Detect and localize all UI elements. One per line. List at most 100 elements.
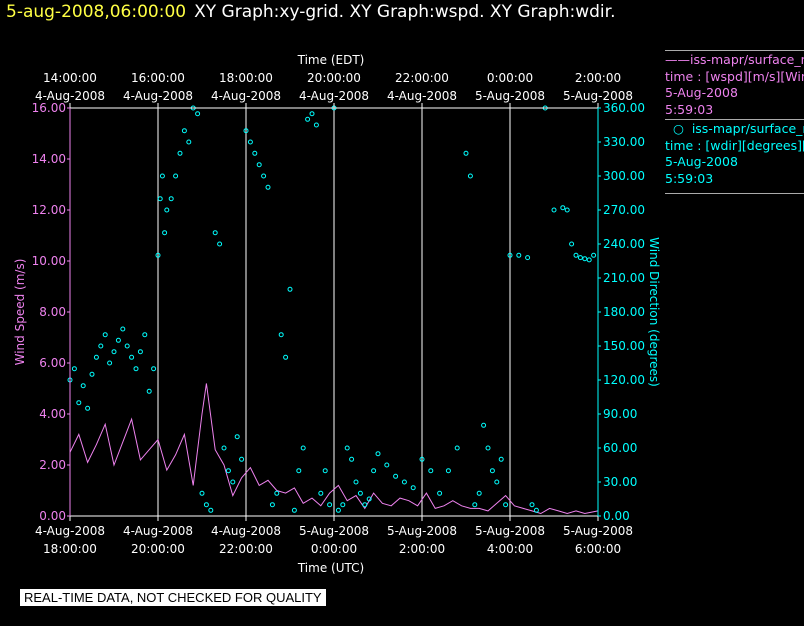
wdir-point — [274, 490, 280, 496]
wdir-point — [173, 173, 179, 179]
legend-wspd: ——iss-mapr/surface_m time : [wspd][m/s][… — [665, 50, 804, 118]
bottom-tick-date: 4-Aug-2008 — [35, 524, 105, 538]
left-axis-ticks: 0.00 2.00 4.00 6.00 8.00 10.00 12.00 14.00 16.00 — [32, 101, 70, 523]
wdir-point — [353, 479, 359, 485]
top-axis-label: Time (EDT) — [297, 53, 365, 67]
wdir-point — [463, 150, 469, 156]
wdir-point — [340, 502, 346, 508]
wdir-point — [322, 468, 328, 474]
wdir-point — [115, 337, 121, 343]
left-tick-label: 14.00 — [32, 152, 66, 166]
wdir-point — [525, 255, 531, 261]
top-axis-ticks: 14:00:00 4-Aug-2008 16:00:00 4-Aug-2008 18:0… — [35, 71, 633, 108]
wdir-point — [362, 502, 368, 508]
wdir-point — [476, 490, 482, 496]
bottom-tick-date: 5-Aug-2008 — [387, 524, 457, 538]
wdir-point — [252, 150, 258, 156]
wdir-point — [296, 468, 302, 474]
bottom-axis-ticks: 4-Aug-2008 18:00:00 4-Aug-2008 20:00:00 4-Au… — [35, 516, 633, 556]
wdir-point — [217, 241, 223, 247]
wdir-point — [199, 490, 205, 496]
right-tick-label: 330.00 — [603, 135, 645, 149]
wdir-point — [472, 502, 478, 508]
wdir-point — [437, 490, 443, 496]
wdir-point — [265, 184, 271, 190]
wdir-point — [467, 173, 473, 179]
top-tick-time: 16:00:00 — [131, 71, 185, 85]
wdir-point — [89, 371, 95, 377]
wdir-point — [318, 490, 324, 496]
bottom-tick-time: 22:00:00 — [219, 542, 273, 556]
top-tick-time: 2:00:00 — [575, 71, 621, 85]
right-tick-label: 120.00 — [603, 373, 645, 387]
wdir-point — [503, 502, 509, 508]
wdir-point — [129, 354, 135, 360]
wdir-point — [428, 468, 434, 474]
left-tick-label: 6.00 — [39, 356, 66, 370]
grid-lines — [157, 108, 511, 516]
right-axis-label: Wind Direction (degrees) — [647, 237, 661, 387]
right-tick-label: 30.00 — [603, 475, 637, 489]
bottom-tick-time: 2:00:00 — [399, 542, 445, 556]
wdir-point — [494, 479, 500, 485]
right-tick-label: 0.00 — [603, 509, 630, 523]
left-tick-label: 10.00 — [32, 254, 66, 268]
wdir-point — [489, 468, 495, 474]
wdir-point — [120, 326, 126, 332]
wdir-point — [533, 507, 539, 513]
bottom-tick-date: 5-Aug-2008 — [299, 524, 369, 538]
wdir-point — [349, 456, 355, 462]
wdir-point — [371, 468, 377, 474]
wdir-point — [159, 173, 165, 179]
wdir-point — [203, 502, 209, 508]
wdir-point — [507, 252, 513, 258]
quality-warning-label: REAL-TIME DATA, NOT CHECKED FOR QUALITY — [20, 589, 326, 606]
wdir-point — [309, 111, 315, 117]
wdir-point — [393, 473, 399, 479]
right-tick-label: 300.00 — [603, 169, 645, 183]
left-tick-label: 4.00 — [39, 407, 66, 421]
bottom-tick-time: 18:00:00 — [43, 542, 97, 556]
wdir-point — [124, 343, 130, 349]
wdir-point — [582, 256, 588, 262]
wdir-point — [93, 354, 99, 360]
page-title: 5-aug-2008,06:00:00 XY Graph:xy-grid. XY … — [6, 2, 615, 22]
left-axis-label: Wind Speed (m/s) — [13, 259, 27, 366]
wdir-point — [300, 445, 306, 451]
wdir-point — [344, 445, 350, 451]
wdir-point — [529, 502, 535, 508]
wdir-point — [560, 205, 566, 211]
wdir-point — [586, 257, 592, 263]
wdir-point — [327, 502, 333, 508]
wdir-point — [208, 507, 214, 513]
left-tick-label: 12.00 — [32, 203, 66, 217]
bottom-tick-time: 20:00:00 — [131, 542, 185, 556]
wdir-point — [269, 502, 275, 508]
legend-wdir-series: ○ iss-mapr/surface_m — [665, 121, 804, 136]
wdir-point — [335, 507, 341, 513]
top-tick-date: 4-Aug-2008 — [123, 89, 193, 103]
wdir-point — [564, 207, 570, 213]
left-tick-label: 8.00 — [39, 305, 66, 319]
wdir-point — [80, 383, 86, 389]
wdir-point — [357, 490, 363, 496]
wdir-point — [151, 366, 157, 372]
wdir-point — [366, 496, 372, 502]
wdir-point — [137, 349, 143, 355]
wdir-series — [67, 105, 597, 513]
bottom-tick-time: 6:00:00 — [575, 542, 621, 556]
legend-wdir-date: 5-Aug-2008 — [665, 154, 738, 169]
right-tick-label: 210.00 — [603, 271, 645, 285]
wdir-point — [573, 252, 579, 258]
wdir-point — [221, 445, 227, 451]
wdir-point — [111, 349, 117, 355]
legend-wdir-clock: 5:59:03 — [665, 170, 714, 186]
wdir-point — [291, 507, 297, 513]
wdir-point — [168, 196, 174, 202]
bottom-tick-date: 4-Aug-2008 — [211, 524, 281, 538]
wdir-point — [186, 139, 192, 145]
top-tick-date: 5-Aug-2008 — [475, 89, 545, 103]
wdir-point — [516, 252, 522, 258]
legend-wspd-series: ——iss-mapr/surface_m — [665, 52, 804, 67]
wdir-point — [107, 360, 113, 366]
